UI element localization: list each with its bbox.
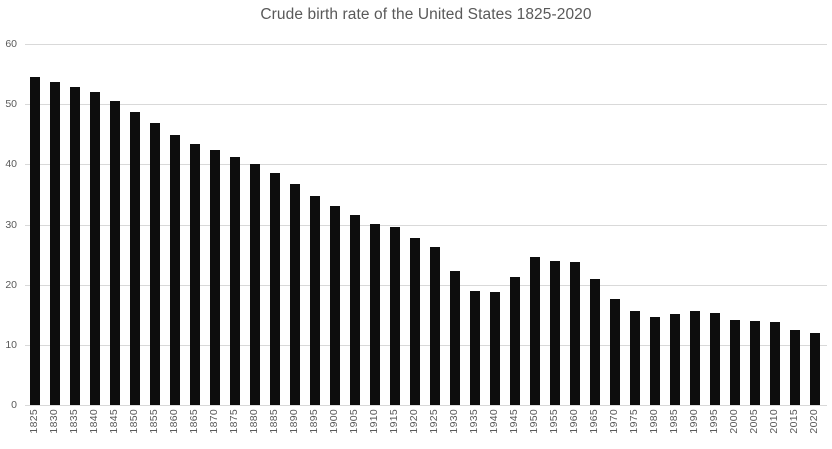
- x-tick-label: 1995: [708, 409, 720, 434]
- bar-1950: [530, 257, 540, 405]
- x-tick-label: 2000: [728, 409, 740, 434]
- bar-1850: [130, 112, 140, 405]
- bar-1865: [190, 143, 200, 405]
- bar-1860: [170, 134, 180, 405]
- gridline: [25, 164, 827, 166]
- bar-1825: [30, 76, 40, 405]
- x-tick-label: 1890: [288, 409, 300, 434]
- y-axis: 0 10 20 30 40 50 60: [0, 38, 20, 411]
- y-tick-label: 10: [5, 338, 17, 351]
- bar-2020: [810, 333, 820, 405]
- bar-1870: [210, 149, 220, 405]
- bar-1895: [310, 195, 320, 405]
- x-tick-label: 1860: [168, 409, 180, 434]
- y-tick-label: 20: [5, 278, 17, 291]
- bar-1975: [630, 311, 640, 405]
- x-tick-label: 2005: [748, 409, 760, 434]
- x-tick-label: 1990: [688, 409, 700, 434]
- bar-1995: [710, 312, 720, 405]
- bar-1855: [150, 123, 160, 405]
- bar-1920: [410, 237, 420, 405]
- x-tick-label: 1905: [348, 409, 360, 434]
- y-tick-label: 40: [5, 158, 17, 171]
- x-tick-label: 1960: [568, 409, 580, 434]
- bar-1830: [50, 81, 60, 405]
- bar-1840: [90, 92, 100, 405]
- x-tick-label: 1835: [68, 409, 80, 434]
- x-tick-label: 1970: [608, 409, 620, 434]
- bar-1925: [430, 247, 440, 405]
- x-tick-label: 1955: [548, 409, 560, 434]
- x-tick-label: 1935: [468, 409, 480, 434]
- y-tick-label: 60: [5, 38, 17, 50]
- y-tick-label: 30: [5, 218, 17, 231]
- y-tick-label: 50: [5, 98, 17, 111]
- x-tick-label: 2020: [808, 409, 820, 434]
- x-tick-label: 1975: [628, 409, 640, 434]
- gridline: [25, 284, 827, 286]
- bar-1985: [670, 313, 680, 405]
- bar-1930: [450, 270, 460, 405]
- x-tick-label: 1985: [668, 409, 680, 434]
- x-tick-label: 1900: [328, 409, 340, 434]
- bar-1835: [70, 86, 80, 405]
- gridline: [25, 224, 827, 226]
- x-tick-label: 1945: [508, 409, 520, 434]
- bar-1970: [610, 299, 620, 405]
- bar-1885: [270, 172, 280, 405]
- x-tick-label: 1895: [308, 409, 320, 434]
- x-tick-label: 1830: [48, 409, 60, 434]
- x-tick-label: 1965: [588, 409, 600, 434]
- gridline: [25, 104, 827, 106]
- bar-1910: [370, 223, 380, 405]
- gridline: [25, 344, 827, 346]
- bar-1945: [510, 277, 520, 405]
- bar-1935: [470, 290, 480, 405]
- x-tick-label: 2015: [788, 409, 800, 434]
- x-tick-label: 1840: [88, 409, 100, 434]
- bar-2015: [790, 329, 800, 405]
- gridline: [25, 405, 827, 406]
- x-tick-label: 1825: [28, 409, 40, 434]
- x-tick-label: 1980: [648, 409, 660, 434]
- bar-2005: [750, 320, 760, 405]
- bar-1900: [330, 206, 340, 405]
- y-tick-label: 0: [11, 399, 17, 411]
- bar-1915: [390, 226, 400, 405]
- bar-1965: [590, 279, 600, 405]
- x-tick-label: 1855: [148, 409, 160, 434]
- x-tick-label: 2010: [768, 409, 780, 434]
- x-tick-label: 1910: [368, 409, 380, 434]
- x-tick-label: 1870: [208, 409, 220, 434]
- x-tick-label: 1865: [188, 409, 200, 434]
- x-tick-label: 1940: [488, 409, 500, 434]
- bar-1940: [490, 291, 500, 405]
- bar-1890: [290, 184, 300, 405]
- x-tick-label: 1950: [528, 409, 540, 434]
- x-tick-label: 1920: [408, 409, 420, 434]
- x-tick-label: 1885: [268, 409, 280, 434]
- bar-1845: [110, 100, 120, 405]
- x-tick-label: 1875: [228, 409, 240, 434]
- bar-1955: [550, 260, 560, 405]
- bar-1875: [230, 156, 240, 405]
- bar-2000: [730, 319, 740, 405]
- bar-1980: [650, 316, 660, 405]
- gridline: [25, 44, 827, 45]
- plot-area: [25, 44, 827, 406]
- x-tick-label: 1845: [108, 409, 120, 434]
- x-tick-label: 1930: [448, 409, 460, 434]
- x-axis: 1825 1830 1835 1840 1845 1850 1855 1860 1865 1870…: [25, 409, 827, 447]
- bar-1960: [570, 262, 580, 405]
- bar-2010: [770, 321, 780, 405]
- x-tick-label: 1915: [388, 409, 400, 434]
- bar-1905: [350, 215, 360, 405]
- x-tick-label: 1925: [428, 409, 440, 434]
- bar-1880: [250, 163, 260, 405]
- chart-title: Crude birth rate of the United States 18…: [260, 6, 592, 23]
- x-tick-label: 1850: [128, 409, 140, 434]
- bar-1990: [690, 311, 700, 405]
- x-tick-label: 1880: [248, 409, 260, 434]
